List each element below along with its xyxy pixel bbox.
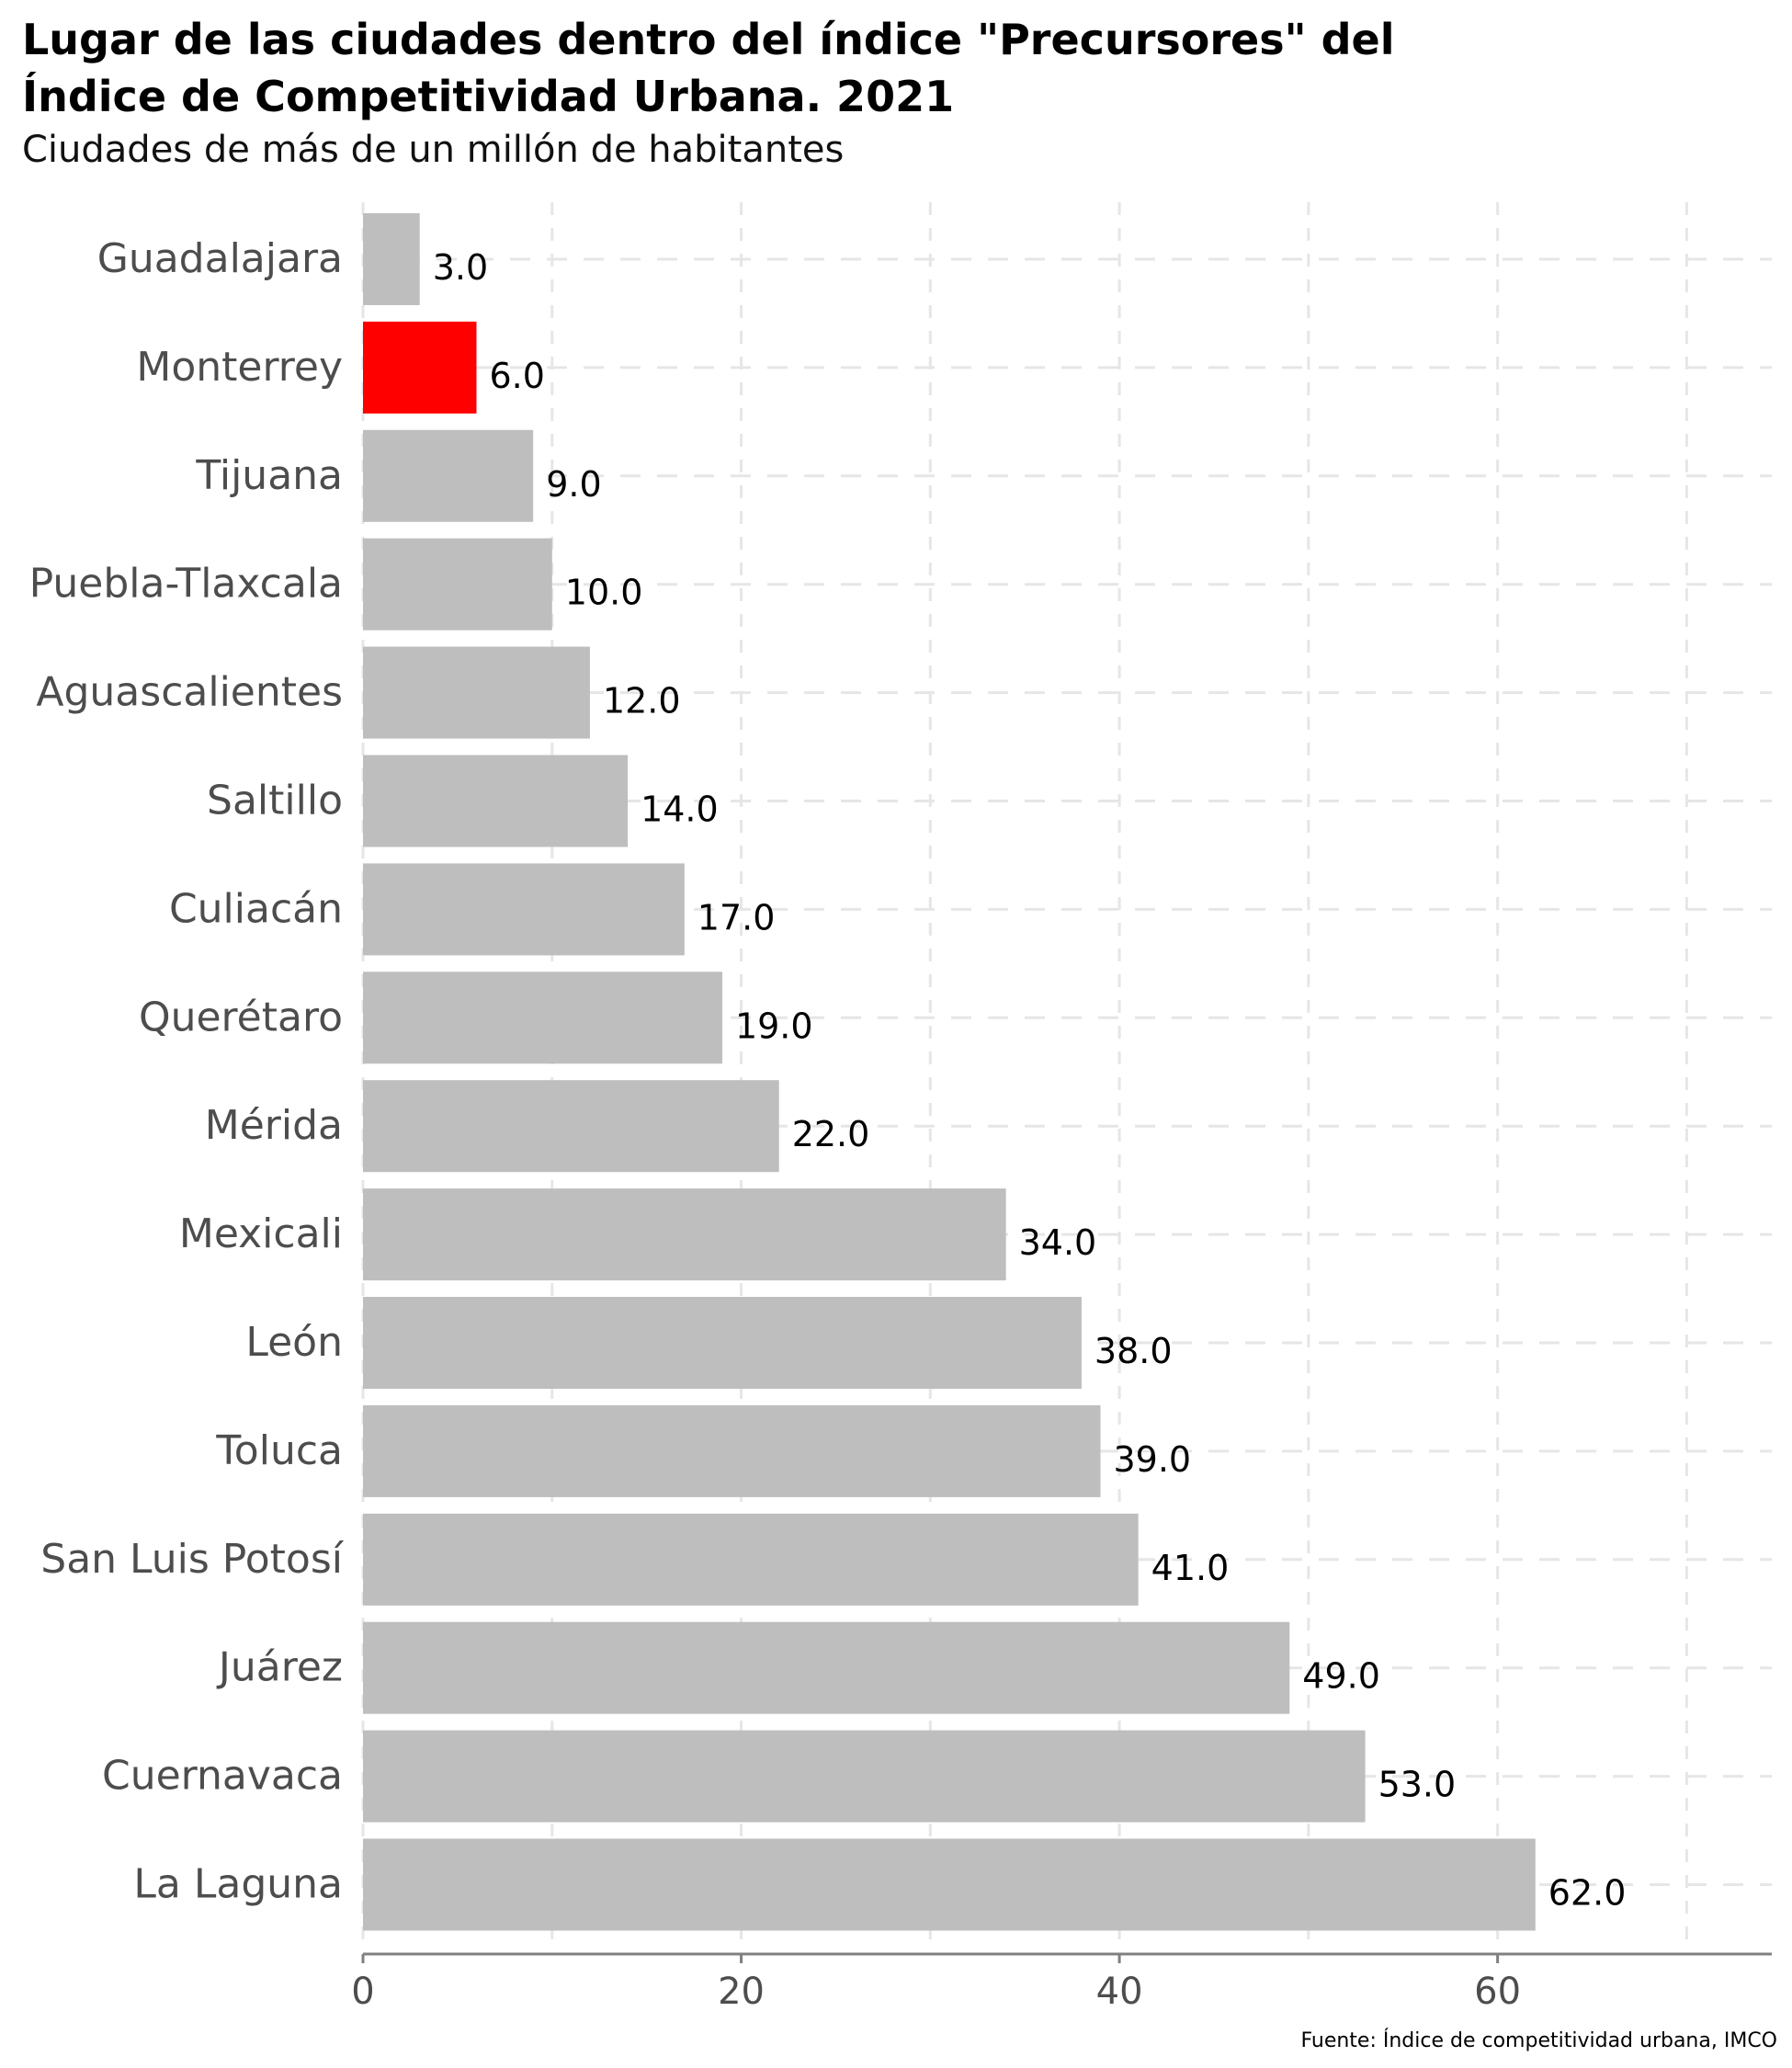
- value-label: 53.0: [1378, 1765, 1457, 1805]
- bar-14: [363, 1730, 1366, 1823]
- x-tick-label: 60: [1474, 1971, 1521, 2013]
- category-label: San Luis Potosí: [40, 1536, 345, 1583]
- bar-6: [363, 863, 685, 956]
- bar-11: [363, 1404, 1101, 1497]
- chart-title-line-1: Lugar de las ciudades dentro del índice …: [22, 15, 1395, 64]
- chart-subtitle: Ciudades de más de un millón de habitant…: [22, 129, 845, 171]
- bar-2: [363, 429, 534, 522]
- bar-9: [363, 1188, 1006, 1281]
- bar-1: [363, 321, 477, 414]
- value-label: 62.0: [1548, 1873, 1627, 1914]
- category-label: Cuernavaca: [102, 1753, 343, 1800]
- value-label: 12.0: [603, 681, 681, 722]
- value-label: 9.0: [546, 464, 601, 505]
- bar-4: [363, 646, 590, 739]
- chart-title-line-2: Índice de Competitividad Urbana. 2021: [22, 72, 955, 121]
- category-label: Culiacán: [169, 885, 343, 932]
- bar-12: [363, 1513, 1139, 1606]
- category-label: Querétaro: [139, 994, 343, 1040]
- x-tick-label: 20: [718, 1971, 765, 2013]
- value-label: 14.0: [641, 790, 719, 830]
- category-label: León: [245, 1319, 343, 1366]
- value-label: 17.0: [698, 897, 776, 937]
- category-label: Puebla-Tlaxcala: [29, 561, 343, 608]
- value-label: 10.0: [565, 573, 643, 613]
- chart-title: Lugar de las ciudades dentro del índice …: [22, 11, 1768, 125]
- value-label: 3.0: [433, 247, 488, 288]
- value-label: 34.0: [1019, 1222, 1097, 1263]
- category-label: Guadalajara: [97, 235, 343, 282]
- value-label: 38.0: [1094, 1331, 1173, 1371]
- category-label: La Laguna: [133, 1861, 343, 1908]
- category-label: Mérida: [205, 1102, 343, 1149]
- source-caption: Fuente: Índice de competitividad urbana,…: [1300, 2029, 1777, 2052]
- value-label: 6.0: [489, 356, 544, 396]
- labels-layer: Guadalajara 3.0 Monterrey 6.0 Tijuana 9.0 Pueb…: [29, 235, 1627, 1914]
- bar-0: [363, 213, 420, 305]
- value-label: 19.0: [735, 1006, 813, 1046]
- value-label: 41.0: [1151, 1548, 1230, 1588]
- bars-layer: [363, 213, 1536, 1931]
- category-label: Tijuana: [195, 452, 343, 499]
- category-label: Saltillo: [207, 778, 343, 824]
- x-axis: 0 20 40 60: [351, 1952, 1772, 2013]
- value-label: 49.0: [1302, 1656, 1380, 1697]
- category-label: Monterrey: [136, 344, 343, 391]
- bar-7: [363, 972, 722, 1064]
- category-label: Juárez: [216, 1644, 343, 1691]
- bar-8: [363, 1080, 779, 1173]
- bar-13: [363, 1621, 1290, 1714]
- category-label: Mexicali: [179, 1210, 343, 1257]
- category-label: Toluca: [215, 1427, 343, 1474]
- x-tick-label: 40: [1096, 1971, 1143, 2013]
- bar-5: [363, 755, 629, 847]
- category-label: Aguascalientes: [36, 669, 343, 716]
- bar-3: [363, 538, 552, 631]
- bar-10: [363, 1297, 1082, 1389]
- value-label: 22.0: [792, 1114, 870, 1154]
- x-tick-label: 0: [351, 1971, 374, 2013]
- bar-15: [363, 1838, 1536, 1931]
- value-label: 39.0: [1114, 1439, 1192, 1480]
